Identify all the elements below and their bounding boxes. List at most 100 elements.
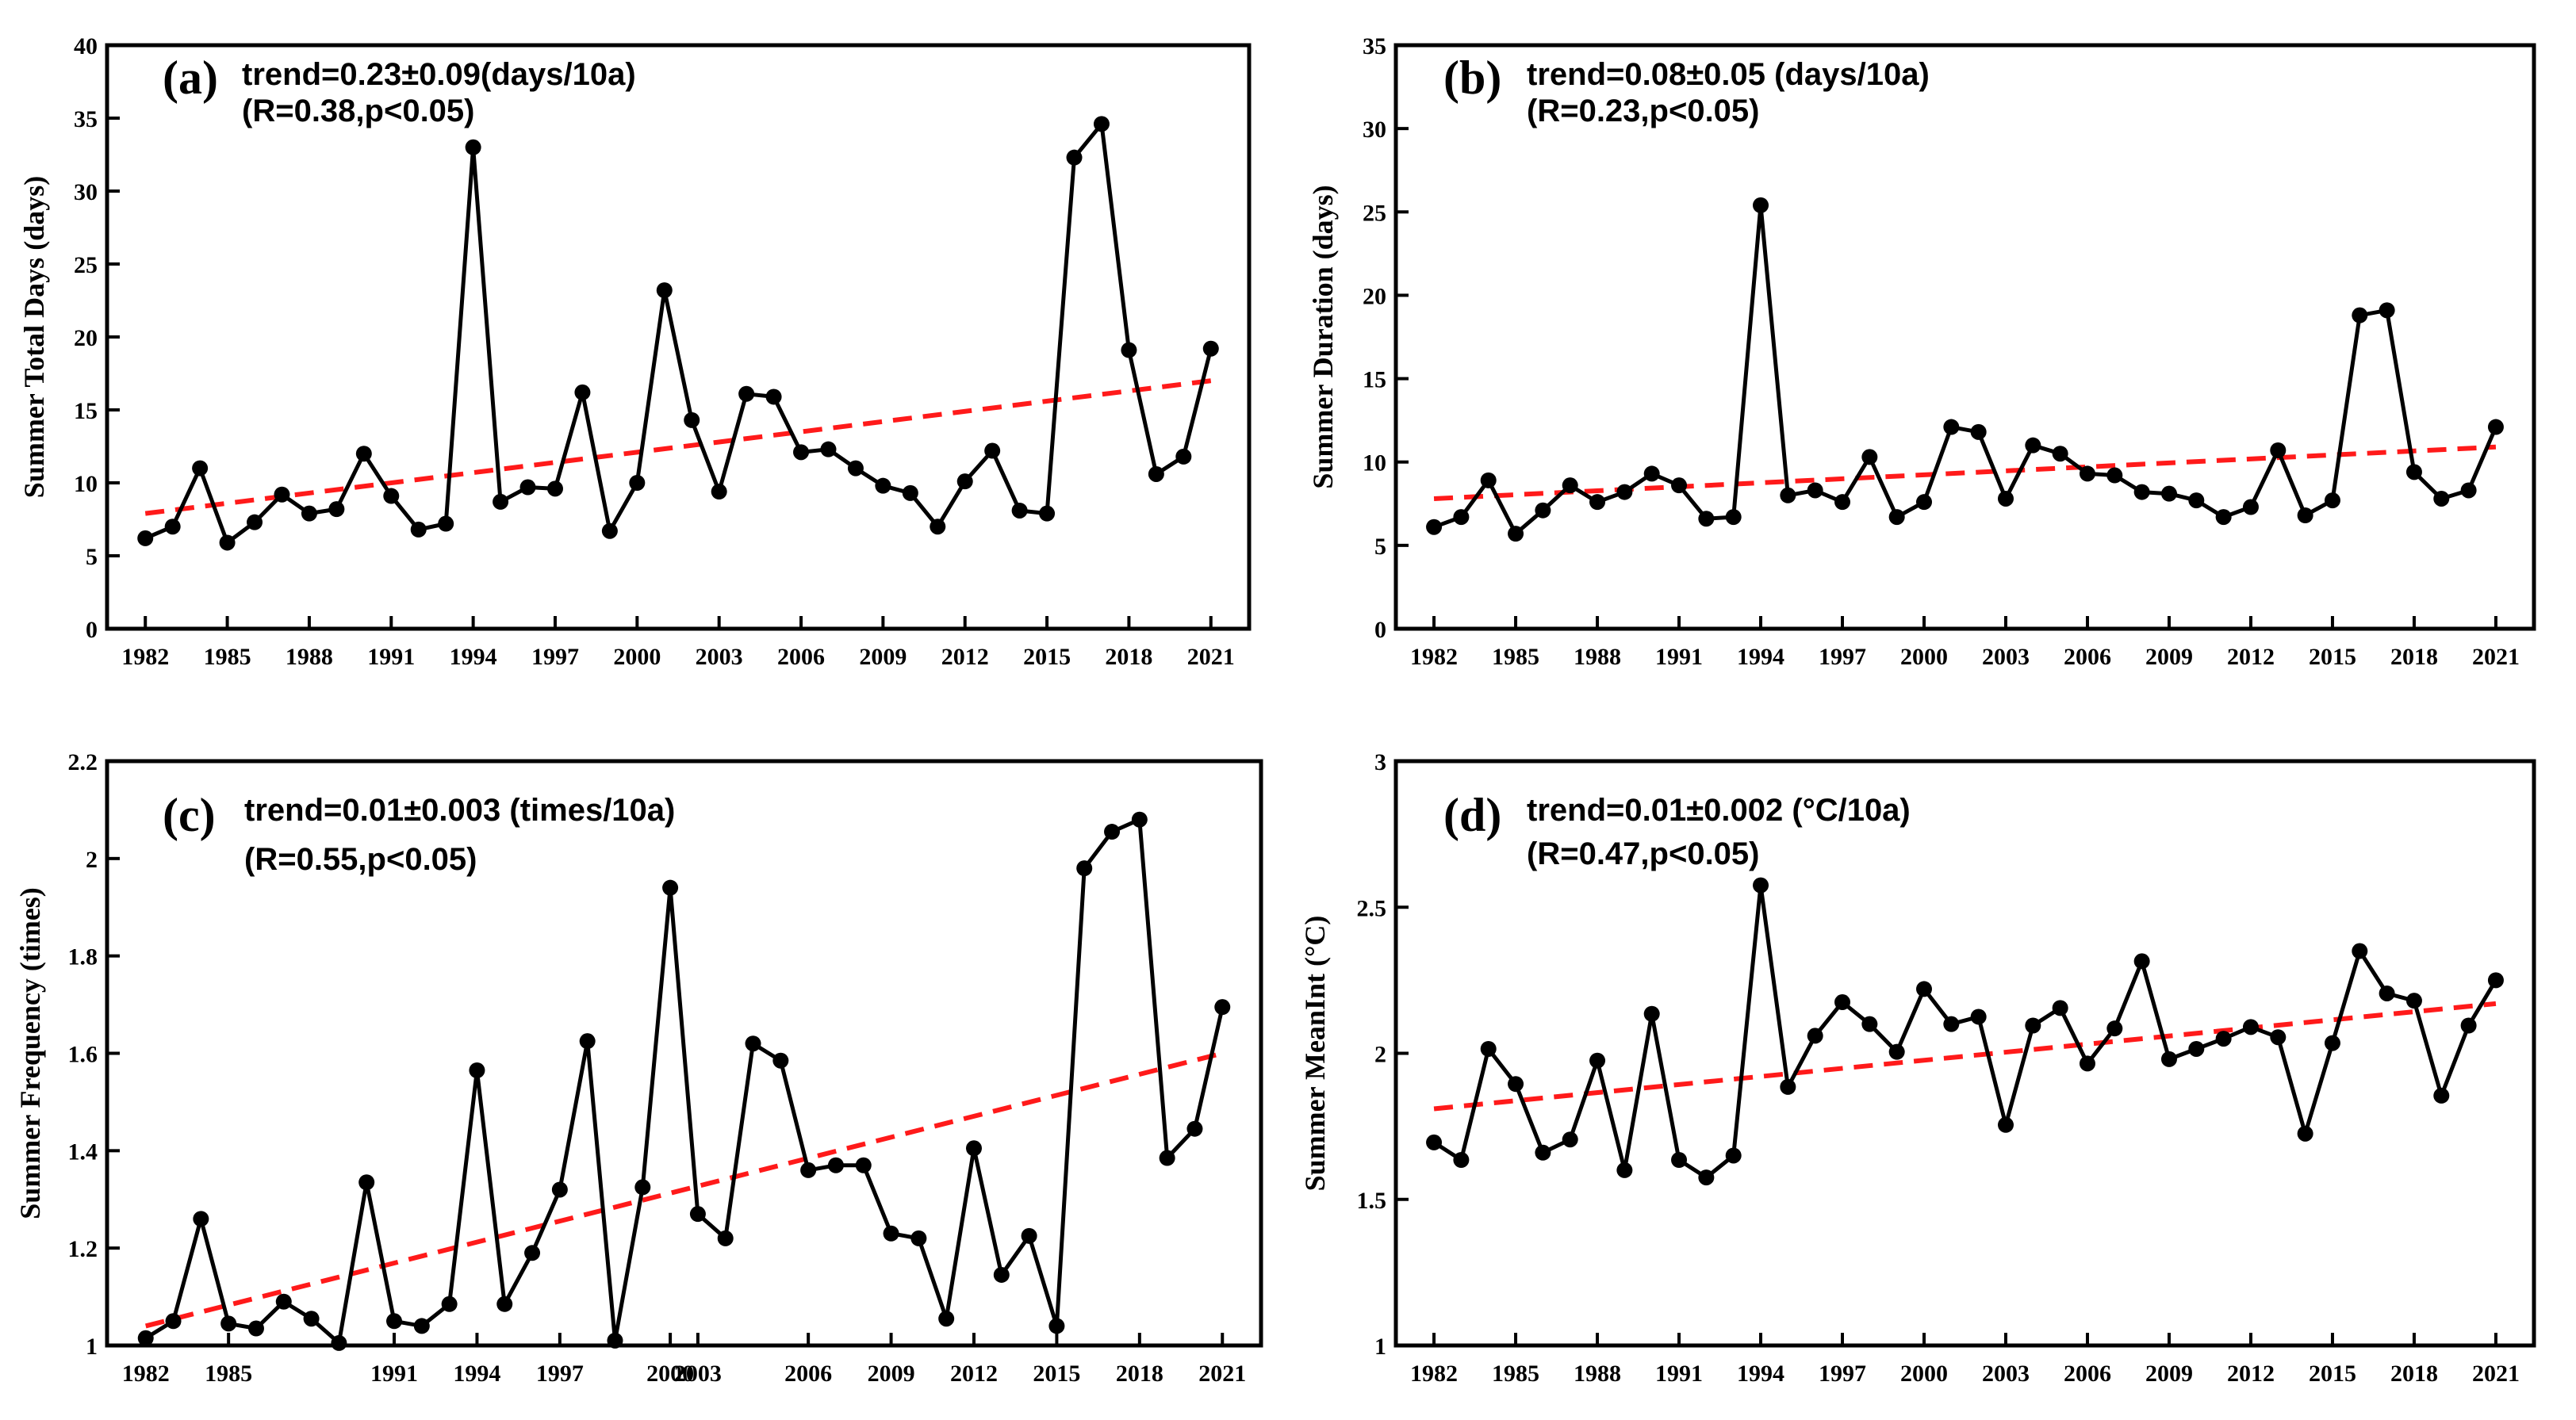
data-point-b bbox=[2079, 465, 2095, 482]
xtick-label-d: 2021 bbox=[2472, 1361, 2520, 1387]
data-point-c bbox=[551, 1181, 568, 1198]
data-point-b bbox=[1997, 490, 2014, 507]
data-point-a bbox=[1121, 342, 1137, 358]
data-point-a bbox=[410, 521, 427, 538]
data-point-b bbox=[2160, 485, 2177, 502]
data-point-a bbox=[574, 384, 591, 400]
xtick-label-d: 2003 bbox=[1982, 1361, 2030, 1387]
xtick-label-c: 2018 bbox=[1116, 1361, 1163, 1387]
data-point-d bbox=[2160, 1051, 2177, 1067]
ytick-label-b: 30 bbox=[1363, 117, 1386, 143]
data-point-a bbox=[355, 446, 372, 462]
data-point-c bbox=[1021, 1227, 1037, 1244]
data-point-d bbox=[2106, 1020, 2123, 1037]
data-point-a bbox=[765, 388, 782, 405]
axes-frame-a bbox=[105, 43, 1252, 631]
xtick-label-b: 1988 bbox=[1574, 644, 1621, 670]
data-point-a bbox=[956, 473, 973, 490]
data-point-b bbox=[2052, 446, 2068, 462]
data-point-a bbox=[793, 444, 810, 461]
ytick-label-b: 15 bbox=[1363, 367, 1386, 393]
data-point-a bbox=[519, 479, 536, 496]
xtick-label-a: 2003 bbox=[696, 644, 743, 670]
r-annotation-b: (R=0.23,p<0.05) bbox=[1527, 94, 1760, 128]
ytick-label-a: 35 bbox=[74, 106, 98, 132]
data-point-c bbox=[800, 1162, 817, 1178]
xtick-label-b: 2018 bbox=[2390, 644, 2438, 670]
data-point-a bbox=[438, 515, 454, 532]
data-point-d bbox=[1916, 981, 1933, 997]
xtick-label-c: 2006 bbox=[784, 1361, 832, 1387]
data-point-d bbox=[2379, 985, 2395, 1001]
data-point-d bbox=[1725, 1147, 1742, 1164]
xtick-label-c: 2012 bbox=[950, 1361, 998, 1387]
xtick-label-b: 2006 bbox=[2064, 644, 2111, 670]
data-point-b bbox=[1616, 484, 1633, 500]
ytick-label-c: 2 bbox=[86, 847, 98, 873]
data-point-a bbox=[1148, 465, 1164, 482]
data-point-a bbox=[247, 514, 263, 530]
xtick-label-d: 2006 bbox=[2064, 1361, 2111, 1387]
ytick-label-a: 20 bbox=[74, 325, 98, 351]
ytick-label-b: 20 bbox=[1363, 283, 1386, 309]
data-point-a bbox=[1066, 149, 1083, 166]
xtick-label-b: 1991 bbox=[1655, 644, 1703, 670]
trend-annotation-b: trend=0.08±0.05 (days/10a) bbox=[1527, 57, 1930, 92]
data-point-c bbox=[1048, 1318, 1065, 1334]
data-point-c bbox=[745, 1035, 761, 1052]
data-point-b bbox=[1834, 494, 1851, 511]
xtick-label-c: 1994 bbox=[453, 1361, 500, 1387]
r-annotation-a: (R=0.38,p<0.05) bbox=[242, 94, 475, 128]
data-point-b bbox=[2324, 492, 2340, 509]
panel-d: 1 1.5 2 2.5 3 1982 1985 1988 1991 1994 1997 2000 200… bbox=[1299, 749, 2536, 1387]
xtick-label-d: 2018 bbox=[2390, 1361, 2438, 1387]
xtick-label-a: 2021 bbox=[1187, 644, 1235, 670]
data-point-c bbox=[993, 1266, 1010, 1283]
xtick-label-a: 1985 bbox=[204, 644, 251, 670]
ytick-label-b: 10 bbox=[1363, 450, 1386, 477]
data-point-c bbox=[413, 1318, 430, 1334]
data-point-c bbox=[193, 1211, 209, 1227]
data-point-c bbox=[1214, 999, 1231, 1016]
xtick-label-d: 2009 bbox=[2145, 1361, 2193, 1387]
series-line-c bbox=[144, 817, 1225, 1345]
ytick-label-d: 2 bbox=[1374, 1042, 1386, 1068]
data-point-b bbox=[2460, 482, 2477, 499]
xtick-label-d: 1994 bbox=[1737, 1361, 1784, 1387]
data-point-d bbox=[2133, 953, 2150, 970]
xtick-label-a: 1991 bbox=[367, 644, 415, 670]
data-point-d bbox=[1970, 1009, 1987, 1025]
ytick-label-c: 1.8 bbox=[68, 944, 98, 970]
panel-label-a: (a) bbox=[163, 52, 218, 104]
panel-c: 1 1.2 1.4 1.6 1.8 2 2.2 1982 1985 1991 1994 1997 200… bbox=[14, 749, 1263, 1387]
data-point-b bbox=[2487, 419, 2504, 435]
data-point-d bbox=[2297, 1125, 2313, 1142]
xtick-label-b: 2012 bbox=[2227, 644, 2275, 670]
y-axis-label-a: Summer Total Days (days) bbox=[18, 176, 50, 498]
data-point-c bbox=[634, 1179, 651, 1196]
r-annotation-c: (R=0.55,p<0.05) bbox=[244, 842, 477, 877]
ytick-label-c: 1.2 bbox=[68, 1236, 98, 1262]
data-point-c bbox=[247, 1320, 264, 1337]
data-point-d bbox=[1453, 1152, 1470, 1169]
data-point-d bbox=[1997, 1116, 2014, 1133]
data-point-b bbox=[2133, 484, 2150, 500]
data-point-c bbox=[386, 1313, 403, 1330]
data-point-c bbox=[1076, 860, 1093, 877]
data-point-a bbox=[847, 460, 864, 477]
ytick-label-a: 15 bbox=[74, 398, 98, 424]
data-point-b bbox=[1508, 526, 1524, 542]
xtick-label-a: 1994 bbox=[450, 644, 497, 670]
xtick-label-b: 1997 bbox=[1819, 644, 1866, 670]
data-point-b bbox=[1943, 419, 1960, 435]
xtick-label-d: 1985 bbox=[1492, 1361, 1539, 1387]
data-point-d bbox=[2352, 943, 2368, 959]
data-point-b bbox=[1916, 494, 1933, 511]
ytick-label-d: 2.5 bbox=[1357, 895, 1387, 921]
data-point-c bbox=[965, 1140, 982, 1157]
axes-frame-d bbox=[1393, 759, 2536, 1348]
xtick-label-a: 2009 bbox=[859, 644, 907, 670]
data-point-d bbox=[2242, 1019, 2259, 1035]
data-point-b bbox=[1753, 197, 1769, 213]
